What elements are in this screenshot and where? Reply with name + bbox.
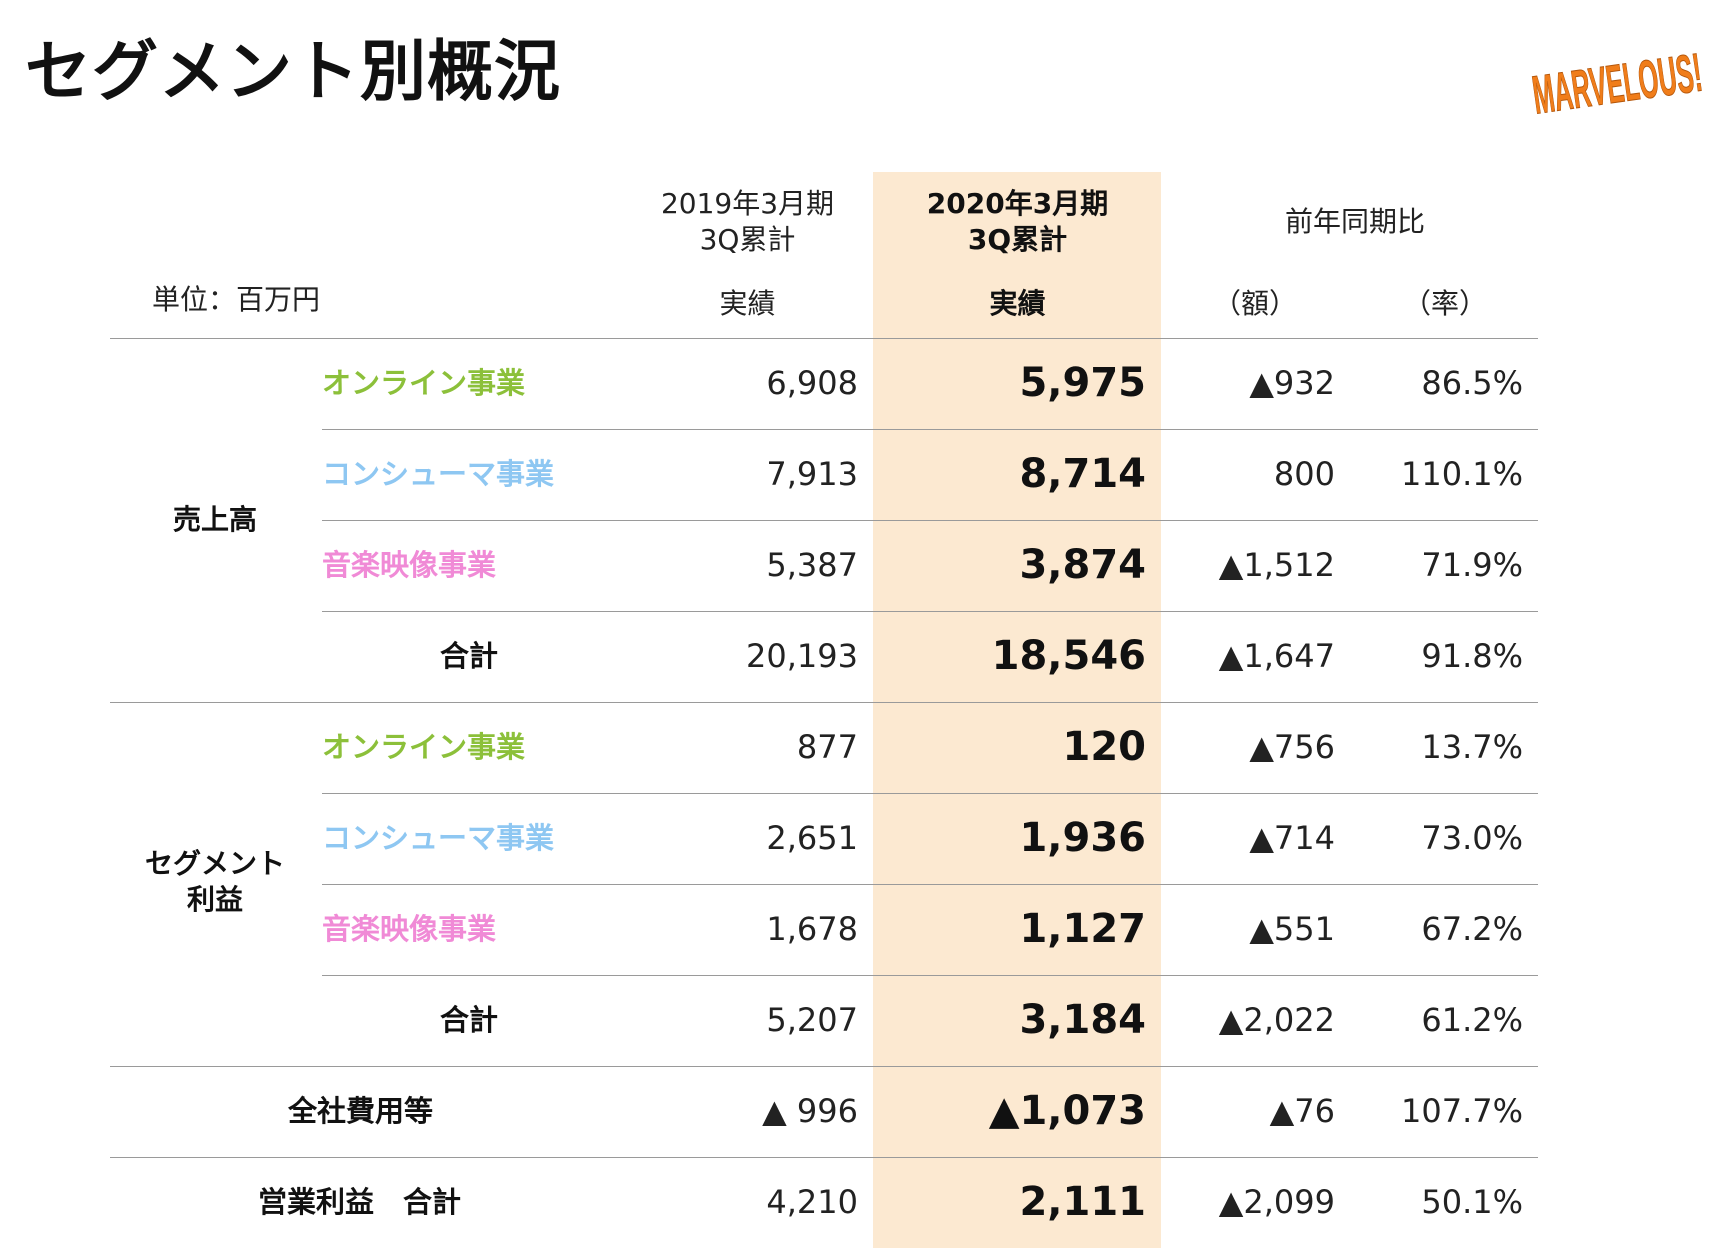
profit-consumer-rate: 73.0% [1421, 819, 1523, 857]
profit-online-rate: 13.7% [1421, 728, 1523, 766]
section-divider [110, 702, 1538, 703]
sales-consumer-prev: 7,913 [766, 455, 858, 493]
sales-total-diff: ▲1,647 [1218, 637, 1335, 675]
page-title: セグメント別概況 [25, 33, 561, 110]
header-cur-period: 2020年3月期 3Q累計 [885, 186, 1150, 258]
profit-music-rate: 67.2% [1421, 910, 1523, 948]
sales-total-cur: 18,546 [991, 633, 1146, 679]
operating-profit-diff: ▲2,099 [1218, 1183, 1335, 1221]
sales-consumer-label: コンシューマ事業 [322, 457, 555, 491]
corporate-expenses-prev: ▲ 996 [762, 1092, 858, 1130]
section-divider [110, 1066, 1538, 1067]
sales-online-label: オンライン事業 [322, 366, 526, 400]
operating-profit-cur: 2,111 [1019, 1179, 1146, 1225]
corporate-expenses-label: 全社費用等 [288, 1094, 434, 1128]
sales-online-cur: 5,975 [1019, 360, 1146, 406]
sales-music-label: 音楽映像事業 [322, 548, 497, 582]
row-divider [322, 793, 1538, 794]
sales-music-cur: 3,874 [1019, 542, 1146, 588]
header-divider [110, 338, 1538, 339]
profit-online-diff: ▲756 [1249, 728, 1335, 766]
profit-consumer-diff: ▲714 [1249, 819, 1335, 857]
row-divider [322, 520, 1538, 521]
profit-music-diff: ▲551 [1249, 910, 1335, 948]
operating-profit-prev: 4,210 [766, 1183, 858, 1221]
profit-online-prev: 877 [796, 728, 858, 766]
profit-consumer-label: コンシューマ事業 [322, 821, 555, 855]
profit-total-label: 合計 [440, 1003, 499, 1037]
profit-total-prev: 5,207 [766, 1001, 858, 1039]
sales-total-label: 合計 [440, 639, 499, 673]
logo-graphic: MARVELOUS! [1528, 42, 1706, 126]
sales-consumer-cur: 8,714 [1019, 451, 1146, 497]
row-divider [322, 611, 1538, 612]
profit-online-cur: 120 [1062, 724, 1147, 770]
profit-online-label: オンライン事業 [322, 730, 526, 764]
profit-music-label: 音楽映像事業 [322, 912, 497, 946]
header-cur-period-line1: 2020年3月期 [926, 187, 1109, 220]
sales-total-rate: 91.8% [1421, 637, 1523, 675]
profit-music-cur: 1,127 [1019, 906, 1146, 952]
current-period-highlight [873, 172, 1161, 1248]
row-divider [322, 884, 1538, 885]
svg-text:MARVELOUS!: MARVELOUS! [1529, 43, 1706, 120]
profit-total-rate: 61.2% [1421, 1001, 1523, 1039]
corporate-expenses-rate: 107.7% [1400, 1092, 1523, 1130]
header-prev-period-line1: 2019年3月期 [660, 187, 835, 220]
profit-consumer-cur: 1,936 [1019, 815, 1146, 861]
profit-total-diff: ▲2,022 [1218, 1001, 1335, 1039]
row-divider [322, 975, 1538, 976]
sales-consumer-diff: 800 [1273, 455, 1335, 493]
profit-music-prev: 1,678 [766, 910, 858, 948]
corporate-expenses-diff: ▲76 [1269, 1092, 1335, 1130]
header-cur-actual: 実績 [989, 287, 1046, 320]
profit-group-label-line2: 利益 [186, 883, 243, 916]
operating-profit-rate: 50.1% [1421, 1183, 1523, 1221]
sales-music-rate: 71.9% [1421, 546, 1523, 584]
header-yoy-rate: （率） [1402, 287, 1487, 320]
header-yoy: 前年同期比 [1284, 205, 1425, 238]
sales-online-rate: 86.5% [1421, 364, 1523, 402]
header-yoy-amount: （額） [1212, 287, 1297, 320]
section-divider [110, 1157, 1538, 1158]
profit-group-label: セグメント 利益 [120, 846, 310, 918]
sales-online-diff: ▲932 [1249, 364, 1335, 402]
sales-music-diff: ▲1,512 [1218, 546, 1335, 584]
sales-total-prev: 20,193 [746, 637, 858, 675]
header-cur-period-line2: 3Q累計 [967, 223, 1068, 256]
sales-consumer-rate: 110.1% [1400, 455, 1523, 493]
profit-group-label-line1: セグメント [144, 847, 285, 880]
unit-label: 単位：百万円 [152, 283, 321, 316]
header-prev-period-line2: 3Q累計 [699, 223, 796, 256]
profit-consumer-prev: 2,651 [766, 819, 858, 857]
sales-online-prev: 6,908 [766, 364, 858, 402]
row-divider [322, 429, 1538, 430]
sales-group-label: 売上高 [172, 503, 257, 536]
marvelous-logo: MARVELOUS! [1525, 30, 1710, 126]
sales-music-prev: 5,387 [766, 546, 858, 584]
header-prev-actual: 実績 [719, 287, 776, 320]
header-prev-period: 2019年3月期 3Q累計 [640, 186, 855, 258]
operating-profit-label: 営業利益 合計 [258, 1185, 462, 1219]
profit-total-cur: 3,184 [1019, 997, 1146, 1043]
corporate-expenses-cur: ▲1,073 [988, 1088, 1146, 1134]
